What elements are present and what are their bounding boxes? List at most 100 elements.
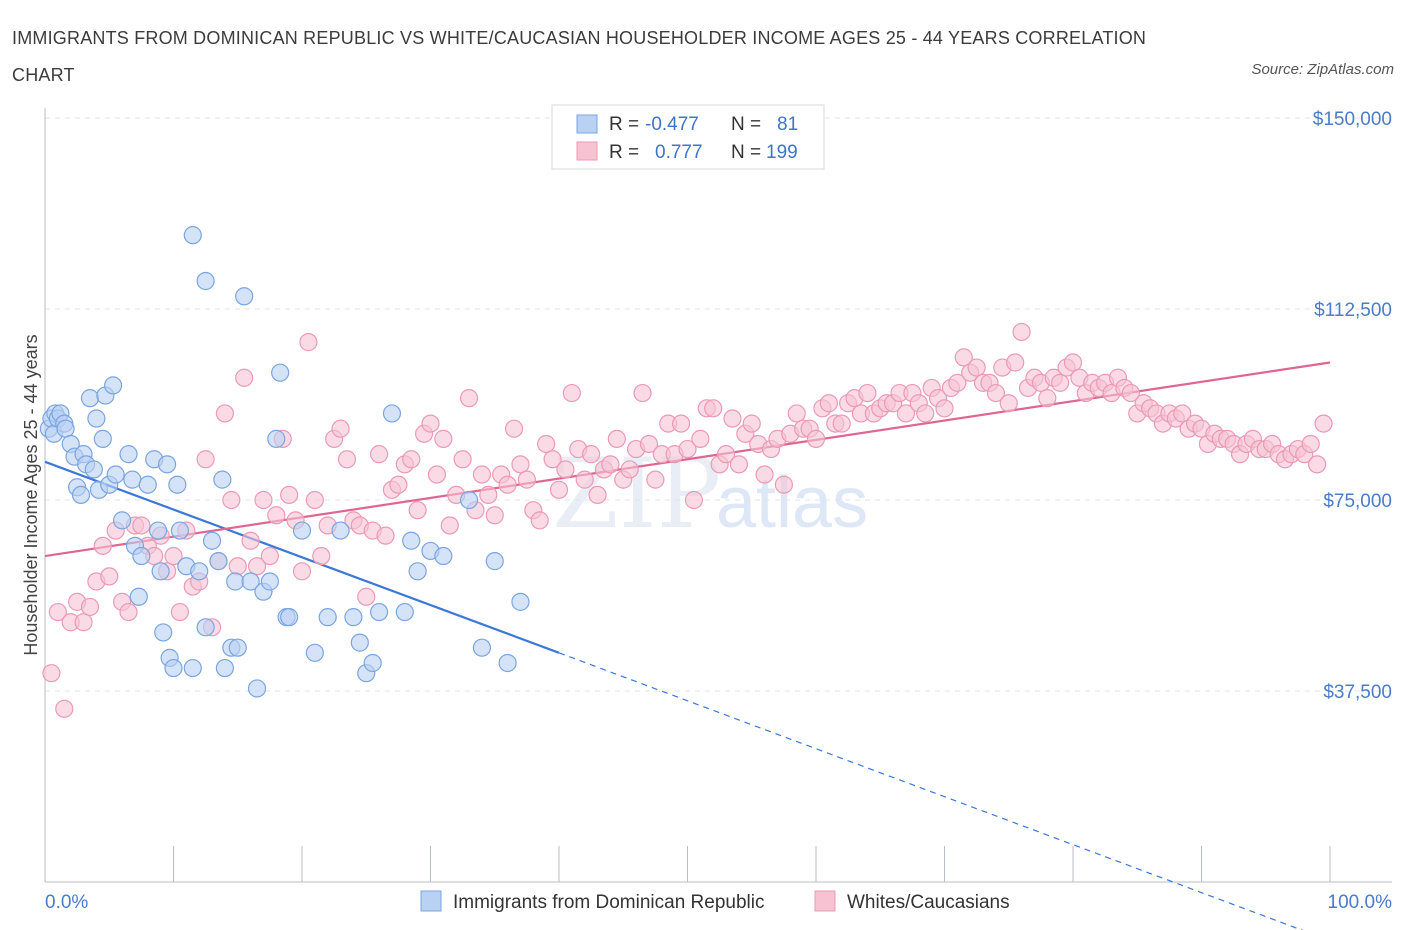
pink-point: [916, 404, 935, 423]
pink-point: [704, 399, 723, 418]
blue-point: [168, 475, 187, 494]
pink-point: [228, 557, 247, 576]
blue-point: [318, 608, 337, 627]
blue-point: [485, 552, 504, 571]
pink-point: [986, 383, 1006, 403]
legend-n-value-2: 199: [766, 142, 798, 163]
pink-point: [370, 445, 389, 464]
pink-point: [806, 429, 826, 448]
pink-point: [742, 414, 761, 433]
pink-point: [408, 501, 427, 520]
x-tick-label-min: 0.0%: [45, 892, 88, 913]
pink-point: [671, 414, 691, 433]
pink-point: [562, 383, 581, 403]
pink-point: [588, 485, 607, 505]
bottom-legend-label-2: Whites/Caucasians: [847, 892, 1010, 913]
blue-point: [305, 643, 324, 662]
blue-point: [190, 562, 209, 581]
pink-point: [80, 597, 100, 617]
pink-point: [485, 506, 504, 525]
pink-point: [247, 557, 267, 576]
blue-point: [157, 455, 177, 474]
pink-point: [427, 465, 447, 484]
blue-point: [280, 608, 299, 627]
legend-r-label-1: R =: [609, 114, 639, 135]
bottom-legend-swatch-blue: [420, 890, 442, 912]
pink-point: [517, 470, 536, 489]
blue-point: [71, 485, 91, 505]
y-tick-label: $112,500: [1314, 300, 1392, 321]
pink-point: [170, 602, 190, 622]
pink-point: [575, 470, 594, 489]
blue-point: [148, 521, 168, 540]
pink-point: [511, 455, 530, 474]
blue-point: [363, 653, 382, 673]
pink-point: [235, 368, 254, 387]
pink-point: [1301, 434, 1320, 454]
blue-point: [260, 572, 279, 591]
pink-point: [260, 546, 279, 566]
blue-point: [292, 521, 312, 540]
tick-labels: $37,500 $75,000 $112,500 $150,000 0.0% 100.0%: [45, 109, 1392, 913]
pink-point: [132, 516, 151, 535]
pink-point: [716, 445, 736, 464]
pink-point: [819, 394, 838, 413]
blue-point: [434, 546, 453, 566]
pink-point: [498, 475, 517, 494]
blue-point: [226, 572, 245, 591]
blue-point: [382, 404, 402, 423]
pink-point: [93, 536, 112, 555]
blue-point: [408, 562, 427, 581]
blue-point: [151, 562, 170, 581]
pink-point: [935, 399, 954, 418]
blue-point: [154, 623, 173, 642]
source-label: Source: ZipAtlas.com: [1251, 61, 1394, 78]
pink-point: [787, 404, 806, 423]
pink-point: [292, 562, 312, 581]
x-tick-label-max: 100.0%: [1328, 892, 1393, 913]
blue-point: [123, 470, 142, 489]
pink-point: [55, 699, 74, 718]
blue-point: [183, 658, 202, 678]
data-points: [39, 226, 1333, 718]
pink-point: [299, 333, 318, 352]
pink-point: [999, 394, 1018, 413]
chart-title: IMMIGRANTS FROM DOMINICAN REPUBLIC VS WH…: [12, 28, 1147, 85]
y-tick-label: $75,000: [1323, 491, 1392, 512]
blue-point: [170, 521, 190, 540]
pink-point: [312, 546, 331, 566]
blue-trend-extension: [558, 652, 1304, 930]
pink-point: [1121, 383, 1140, 403]
pink-point: [620, 460, 639, 479]
pink-point: [421, 414, 440, 433]
blue-point: [511, 592, 530, 611]
pink-point: [440, 516, 459, 535]
pink-point: [601, 455, 620, 474]
y-tick-label: $150,000: [1313, 109, 1392, 130]
pink-point: [196, 450, 215, 469]
pink-point: [1006, 353, 1025, 372]
pink-point: [556, 460, 575, 479]
blue-point: [331, 521, 350, 540]
pink-point: [582, 445, 601, 464]
legend-swatch-pink: [576, 141, 598, 161]
blue-point: [472, 638, 491, 657]
pink-point: [967, 358, 986, 377]
blue-point: [56, 419, 75, 438]
blue-point: [132, 546, 151, 566]
blue-point: [183, 226, 202, 245]
bottom-legend-label-1: Immigrants from Dominican Republic: [453, 892, 765, 913]
pink-point: [755, 465, 774, 484]
legend-swatch-blue: [576, 114, 598, 134]
pink-point: [357, 587, 376, 606]
pink-point: [48, 602, 67, 622]
legend-r-label-2: R =: [609, 142, 639, 163]
y-tick-label: $37,500: [1323, 682, 1392, 703]
pink-point: [896, 404, 916, 423]
pink-point: [504, 419, 524, 438]
blue-point: [241, 572, 260, 591]
axes: [44, 108, 1392, 883]
blue-point: [104, 376, 123, 395]
pink-point: [453, 450, 472, 469]
